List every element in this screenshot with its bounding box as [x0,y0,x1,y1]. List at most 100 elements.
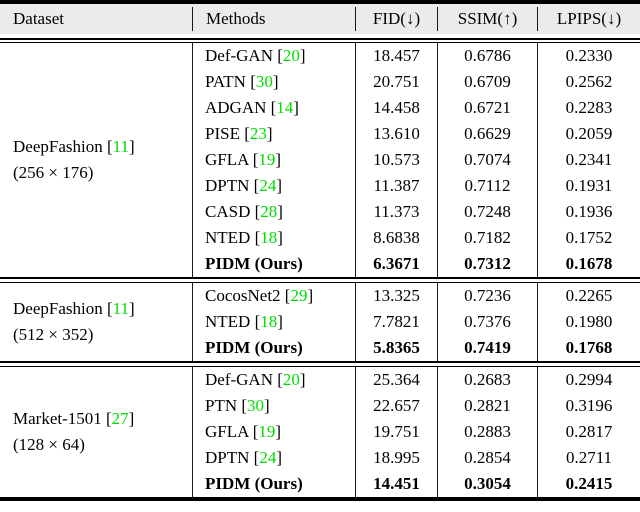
method-cell: PTN [30] [193,393,356,419]
header-double-rule [0,38,640,40]
method-name: PTN [ [205,396,248,415]
citation-ref: 20 [282,370,300,389]
dataset-name: DeepFashion [11] [13,296,135,322]
section-divider-gap [0,363,640,366]
fid-value: 13.325 [356,283,438,309]
table-row: DPTN [24] 11.387 0.7112 0.1931 [193,173,640,199]
lpips-value: 0.2330 [565,46,613,65]
method-name: CASD [ [205,202,261,221]
dataset-resolution: (256 × 176) [13,163,94,182]
ssim-value: 0.6721 [438,95,538,121]
method-cell: DPTN [24] [193,445,356,471]
method-name: PIDM (Ours) [205,254,303,273]
lpips-value: 0.2711 [565,448,613,467]
table-row: GFLA [19] 10.573 0.7074 0.2341 [193,147,640,173]
fid-value: 11.373 [356,199,438,225]
method-name: Def-GAN [ [205,46,283,65]
method-name-close: ] [272,72,279,91]
citation-ref: 11 [112,299,129,318]
citation-ref: 11 [112,137,129,156]
method-cell: DPTN [24] [193,173,356,199]
method-cell: Def-GAN [20] [193,43,356,69]
method-name: ADGAN [ [205,98,277,117]
fid-value: 7.7821 [356,309,438,335]
table-top-rule [0,0,640,4]
ssim-value: 0.7112 [438,173,538,199]
fid-value: 22.657 [356,393,438,419]
method-cell: PIDM (Ours) [193,251,356,277]
table-row: GFLA [19] 19.751 0.2883 0.2817 [193,419,640,445]
ssim-value: 0.7236 [438,283,538,309]
header-double-rule-2 [0,42,640,43]
fid-value: 20.751 [356,69,438,95]
ssim-value: 0.6786 [438,43,538,69]
method-name: DPTN [ [205,176,260,195]
table-row: Def-GAN [20] 25.364 0.2683 0.2994 [193,367,640,393]
fid-value: 25.364 [356,367,438,393]
lpips-value: 0.1931 [565,176,613,195]
table-row: CocosNet2 [29] 13.325 0.7236 0.2265 [193,283,640,309]
table-row: CASD [28] 11.373 0.7248 0.1936 [193,199,640,225]
dataset-label-close: ] [129,137,135,156]
method-name: DPTN [ [205,448,260,467]
method-cell: Def-GAN [20] [193,367,356,393]
ssim-value: 0.6629 [438,121,538,147]
lpips-value: 0.2415 [565,474,613,493]
lpips-value: 0.1936 [565,202,613,221]
table-row-ours: PIDM (Ours) 14.451 0.3054 0.2415 [193,471,640,497]
method-cell: NTED [18] [193,309,356,335]
ssim-value: 0.7074 [438,147,538,173]
method-name: Def-GAN [ [205,370,283,389]
method-name-close: ] [293,98,299,117]
method-cell: CocosNet2 [29] [193,283,356,309]
table-row-ours: PIDM (Ours) 5.8365 0.7419 0.1768 [193,335,640,361]
table-row: PTN [30] 22.657 0.2821 0.3196 [193,393,640,419]
method-name-close: ] [266,124,273,143]
ssim-value: 0.2683 [438,367,538,393]
section-deepfashion-256: DeepFashion [11] (256 × 176) Def-GAN [20… [0,43,640,277]
method-cell: PATN [30] [193,69,356,95]
citation-ref: 19 [258,150,276,169]
method-name-close: ] [277,228,283,247]
table-bottom-rule [0,497,640,501]
citation-ref: 27 [111,409,129,428]
method-cell: PIDM (Ours) [193,335,356,361]
header-dataset: Dataset [0,7,193,31]
method-cell: CASD [28] [193,199,356,225]
method-name-close: ] [277,202,283,221]
method-name-close: ] [276,176,282,195]
section-divider-gap [0,279,640,282]
fid-value: 19.751 [356,419,438,445]
method-cell: PISE [23] [193,121,356,147]
header-lpips: LPIPS(↓) [556,9,622,28]
dataset-label: DeepFashion [ [13,137,113,156]
method-name-close: ] [275,422,282,441]
header-gap [0,34,640,38]
fid-value: 14.458 [356,95,438,121]
lpips-value: 0.2059 [565,124,613,143]
dataset-name: Market-1501 [27] [13,406,134,432]
table-row: NTED [18] 7.7821 0.7376 0.1980 [193,309,640,335]
dataset-label-close: ] [128,409,135,428]
dataset-label: Market-1501 [ [13,409,112,428]
table-row: DPTN [24] 18.995 0.2854 0.2711 [193,445,640,471]
ssim-value: 0.7248 [438,199,538,225]
method-cell: GFLA [19] [193,147,356,173]
section-market-1501: Market-1501 [27] (128 × 64) Def-GAN [20]… [0,367,640,497]
fid-value: 6.3671 [356,251,438,277]
section-deepfashion-512: DeepFashion [11] (512 × 352) CocosNet2 [… [0,283,640,361]
method-name: PIDM (Ours) [205,474,303,493]
fid-value: 10.573 [356,147,438,173]
fid-value: 14.451 [356,471,438,497]
method-name: NTED [ [205,228,261,247]
citation-ref: 18 [260,228,278,247]
citation-ref: 20 [282,46,300,65]
lpips-value: 0.2341 [565,150,613,169]
lpips-value: 0.2283 [565,98,613,117]
dataset-resolution: (128 × 64) [13,435,85,454]
dataset-cell: Market-1501 [27] (128 × 64) [0,367,193,497]
method-name: PATN [ [205,72,256,91]
method-name-close: ] [275,150,282,169]
ssim-value: 0.7182 [438,225,538,251]
header-ssim: SSIM(↑) [438,7,538,31]
